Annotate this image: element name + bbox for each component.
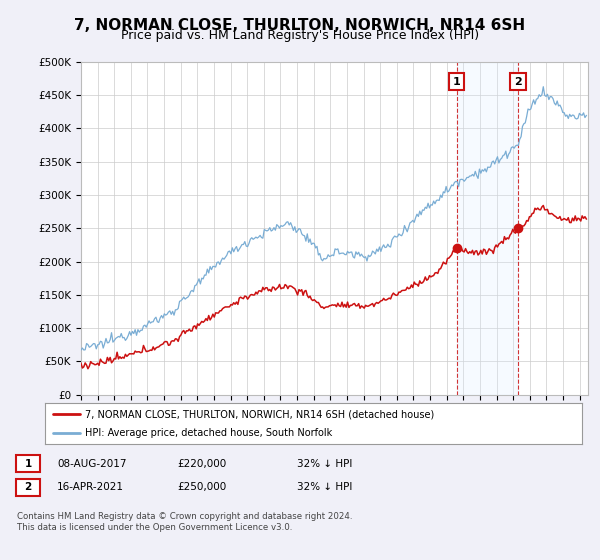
Text: 32% ↓ HPI: 32% ↓ HPI	[297, 482, 352, 492]
Text: Price paid vs. HM Land Registry's House Price Index (HPI): Price paid vs. HM Land Registry's House …	[121, 29, 479, 42]
Text: 7, NORMAN CLOSE, THURLTON, NORWICH, NR14 6SH (detached house): 7, NORMAN CLOSE, THURLTON, NORWICH, NR14…	[85, 409, 434, 419]
Text: HPI: Average price, detached house, South Norfolk: HPI: Average price, detached house, Sout…	[85, 428, 332, 437]
Bar	[457, 62, 518, 395]
Text: 2: 2	[514, 77, 522, 87]
Text: 7, NORMAN CLOSE, THURLTON, NORWICH, NR14 6SH: 7, NORMAN CLOSE, THURLTON, NORWICH, NR14…	[74, 18, 526, 33]
Text: 32% ↓ HPI: 32% ↓ HPI	[297, 459, 352, 469]
Text: 1: 1	[453, 77, 461, 87]
Text: Contains HM Land Registry data © Crown copyright and database right 2024.
This d: Contains HM Land Registry data © Crown c…	[17, 512, 352, 532]
Text: 16-APR-2021: 16-APR-2021	[57, 482, 124, 492]
Text: 08-AUG-2017: 08-AUG-2017	[57, 459, 127, 469]
Text: 2: 2	[25, 482, 32, 492]
Text: £220,000: £220,000	[177, 459, 226, 469]
Text: 1: 1	[25, 459, 32, 469]
Text: £250,000: £250,000	[177, 482, 226, 492]
